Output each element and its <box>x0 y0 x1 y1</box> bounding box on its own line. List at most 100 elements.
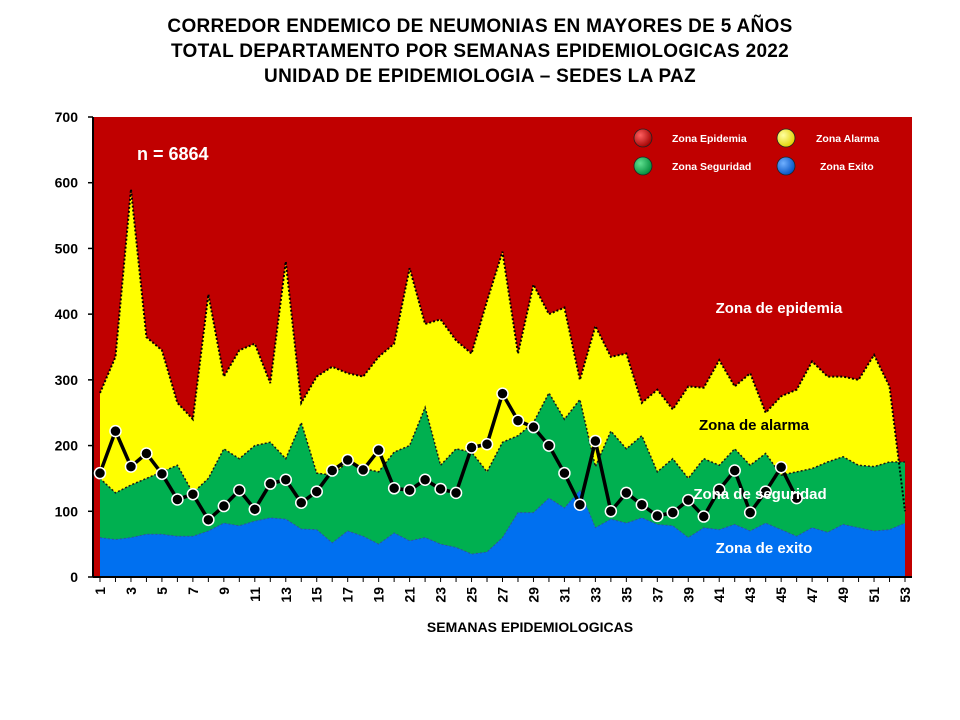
x-tick-label: 41 <box>711 587 727 603</box>
observed-cases-point <box>743 506 757 519</box>
x-tick-label: 15 <box>309 587 325 603</box>
x-tick-label: 47 <box>804 587 820 603</box>
zone-alarma-label: Zona de alarma <box>699 417 810 434</box>
observed-cases-point <box>790 491 803 505</box>
x-tick-label: 21 <box>402 587 418 603</box>
x-tick-label: 3 <box>123 587 139 595</box>
x-tick-label: 9 <box>216 587 232 595</box>
observed-cases-point <box>140 447 153 460</box>
observed-cases-point <box>372 443 385 457</box>
observed-cases-point <box>418 473 432 486</box>
observed-cases-point <box>620 486 633 500</box>
observed-cases-point <box>759 485 772 498</box>
x-tick-label: 43 <box>742 587 758 603</box>
x-tick-label: 17 <box>340 587 356 603</box>
title-line-2: TOTAL DEPARTAMENTO POR SEMANAS EPIDEMIOL… <box>170 41 790 62</box>
observed-cases-point <box>109 424 122 438</box>
observed-cases-point <box>387 482 401 495</box>
x-tick-label: 35 <box>618 587 634 603</box>
observed-cases-point <box>712 483 726 496</box>
y-tick-label: 400 <box>55 306 79 322</box>
chart-title: CORREDOR ENDEMICO DE NEUMONIAS EN MAYORE… <box>0 14 960 89</box>
observed-cases-point <box>186 487 200 501</box>
y-tick-label: 200 <box>55 438 79 454</box>
x-tick-label: 1 <box>92 587 108 595</box>
observed-cases-point <box>434 482 447 496</box>
observed-cases-point <box>697 510 710 523</box>
x-tick-label: 27 <box>495 587 511 603</box>
y-tick-label: 700 <box>55 109 79 125</box>
observed-cases-point <box>635 498 649 511</box>
x-tick-label: 7 <box>185 587 201 595</box>
observed-cases-point <box>341 453 354 467</box>
title-line-3: UNIDAD DE EPIDEMIOLOGIA – SEDES LA PAZ <box>264 66 696 87</box>
observed-cases-point <box>325 464 339 477</box>
observed-cases-point <box>558 466 571 480</box>
observed-cases-point <box>527 420 540 434</box>
y-tick-label: 0 <box>70 569 78 585</box>
zone-alarma-outline <box>99 189 906 512</box>
observed-cases-line <box>98 389 799 523</box>
x-tick-label: 19 <box>371 587 387 603</box>
zone-epidemia-label: Zona de epidemia <box>716 300 843 317</box>
observed-cases-point <box>217 499 231 513</box>
zone-exito-area <box>100 490 905 577</box>
observed-cases-point <box>682 493 695 507</box>
legend-marker-4 <box>776 156 796 176</box>
observed-cases-point <box>589 434 602 448</box>
observed-cases-point <box>449 486 463 500</box>
observed-cases-point <box>774 461 788 474</box>
legend-label-1: Zona Epidemia <box>672 133 747 145</box>
observed-cases-point <box>604 505 618 518</box>
observed-cases-point <box>93 466 107 480</box>
legend-marker-2 <box>776 128 796 148</box>
sample-size-annotation: n = 6864 <box>137 144 209 164</box>
x-tick-label: 49 <box>835 587 851 603</box>
observed-cases-point <box>666 506 680 519</box>
observed-cases-point <box>542 439 556 452</box>
observed-cases-point <box>356 463 370 477</box>
x-tick-label: 51 <box>866 587 882 603</box>
x-tick-label: 23 <box>433 587 449 603</box>
observed-cases-point <box>496 387 509 400</box>
observed-cases-point <box>465 441 478 454</box>
x-tick-label: 33 <box>587 587 603 603</box>
observed-cases-point <box>202 513 215 527</box>
y-tick-label: 500 <box>55 240 79 256</box>
y-tick-label: 100 <box>55 503 79 519</box>
observed-cases-point <box>279 473 293 486</box>
observed-cases-point <box>124 460 138 473</box>
observed-cases-point <box>248 503 262 516</box>
x-axis-label: SEMANAS EPIDEMIOLOGICAS <box>426 619 634 635</box>
zone-exito-outline <box>99 489 906 555</box>
legend-marker-1 <box>633 128 653 148</box>
observed-cases-point <box>511 414 525 427</box>
x-tick-label: 25 <box>464 587 480 603</box>
legend-label-4: Zona Exito <box>820 161 874 173</box>
observed-cases-point <box>310 485 323 498</box>
x-tick-label: 53 <box>897 587 913 603</box>
observed-cases-point <box>573 498 587 511</box>
observed-cases-point <box>233 484 246 497</box>
observed-cases-point <box>480 438 494 451</box>
x-tick-label: 29 <box>525 587 541 603</box>
zone-exito-label: Zona de exito <box>716 540 813 557</box>
legend-label-2: Zona Alarma <box>816 133 879 145</box>
observed-cases-point <box>264 477 277 490</box>
x-tick-label: 45 <box>773 587 789 603</box>
x-tick-label: 31 <box>556 587 572 603</box>
y-tick-label: 300 <box>55 372 79 388</box>
legend-label-3: Zona Seguridad <box>672 161 751 173</box>
legend-marker-3 <box>633 156 653 176</box>
x-tick-label: 13 <box>278 587 294 603</box>
x-tick-label: 37 <box>649 587 665 603</box>
x-tick-label: 11 <box>247 587 263 602</box>
observed-cases-point <box>155 467 169 481</box>
observed-cases-point <box>728 464 741 477</box>
x-tick-label: 39 <box>680 587 696 603</box>
zone-seguridad-label: Zona de seguridad <box>693 486 826 503</box>
observed-cases-point <box>171 493 184 506</box>
y-tick-label: 600 <box>55 175 79 191</box>
observed-cases-point <box>403 484 416 497</box>
